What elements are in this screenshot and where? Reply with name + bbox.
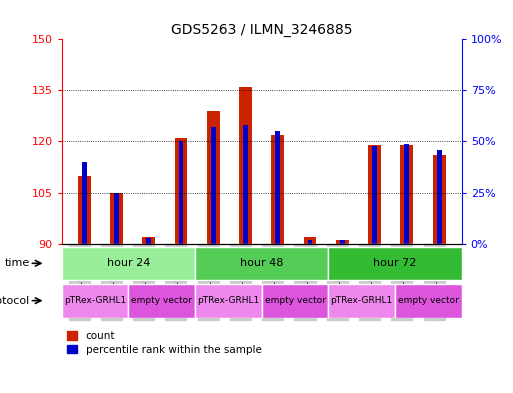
- Bar: [179, 141, 183, 244]
- Bar: [271, 135, 284, 244]
- Text: protocol: protocol: [0, 296, 30, 306]
- FancyBboxPatch shape: [328, 284, 395, 318]
- Text: empty vector: empty vector: [265, 296, 325, 305]
- Text: pTRex-GRHL1: pTRex-GRHL1: [64, 296, 126, 305]
- FancyBboxPatch shape: [395, 284, 462, 318]
- Text: pTRex-GRHL1: pTRex-GRHL1: [197, 296, 260, 305]
- Bar: [304, 237, 317, 244]
- Bar: [82, 162, 87, 244]
- Bar: [372, 145, 377, 244]
- Text: hour 24: hour 24: [107, 258, 150, 268]
- FancyBboxPatch shape: [128, 284, 195, 318]
- Bar: [404, 143, 409, 244]
- Title: GDS5263 / ILMN_3246885: GDS5263 / ILMN_3246885: [171, 23, 352, 37]
- Bar: [336, 240, 349, 244]
- Text: empty vector: empty vector: [131, 296, 192, 305]
- Bar: [340, 240, 345, 244]
- Bar: [114, 193, 119, 244]
- FancyBboxPatch shape: [195, 247, 328, 280]
- Bar: [174, 138, 187, 244]
- Text: empty vector: empty vector: [398, 296, 459, 305]
- FancyBboxPatch shape: [262, 284, 328, 318]
- Bar: [432, 155, 446, 244]
- Bar: [110, 193, 123, 244]
- Bar: [207, 111, 220, 244]
- FancyBboxPatch shape: [328, 247, 462, 280]
- Bar: [243, 125, 248, 244]
- Legend: count, percentile rank within the sample: count, percentile rank within the sample: [67, 331, 262, 354]
- Text: pTRex-GRHL1: pTRex-GRHL1: [330, 296, 393, 305]
- Bar: [146, 237, 151, 244]
- Bar: [275, 131, 280, 244]
- Text: hour 72: hour 72: [373, 258, 417, 268]
- Bar: [142, 237, 155, 244]
- Bar: [308, 240, 312, 244]
- Bar: [77, 176, 91, 244]
- FancyBboxPatch shape: [62, 284, 128, 318]
- Bar: [211, 127, 215, 244]
- FancyBboxPatch shape: [195, 284, 262, 318]
- Bar: [239, 87, 252, 244]
- FancyBboxPatch shape: [62, 247, 195, 280]
- Bar: [437, 150, 442, 244]
- Text: hour 48: hour 48: [240, 258, 283, 268]
- Text: time: time: [4, 258, 30, 268]
- Bar: [400, 145, 413, 244]
- Bar: [368, 145, 381, 244]
